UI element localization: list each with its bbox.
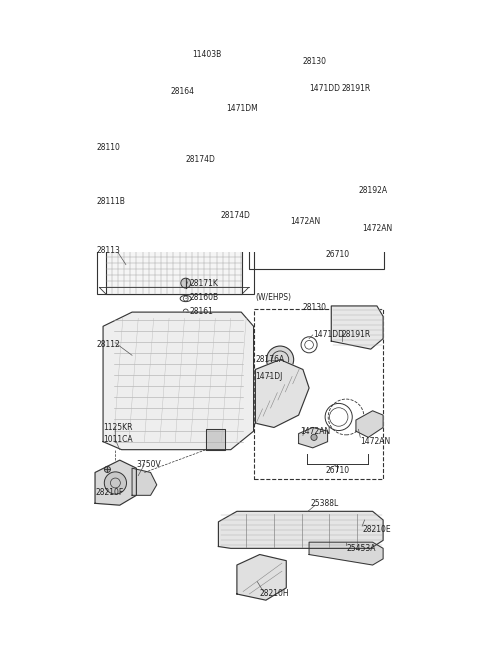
Polygon shape	[120, 115, 237, 201]
Polygon shape	[354, 172, 383, 201]
Text: 25453A: 25453A	[346, 544, 375, 553]
Text: 28110: 28110	[97, 143, 121, 152]
Circle shape	[201, 134, 208, 142]
Text: 28210E: 28210E	[362, 526, 391, 534]
Text: (W/EHPS): (W/EHPS)	[255, 293, 291, 303]
Ellipse shape	[175, 68, 203, 81]
Ellipse shape	[175, 95, 203, 109]
Polygon shape	[331, 306, 383, 349]
Text: 1472AN: 1472AN	[290, 217, 321, 226]
Polygon shape	[356, 411, 383, 438]
Text: 1472AN: 1472AN	[360, 437, 391, 446]
Polygon shape	[249, 127, 311, 220]
Text: 28174D: 28174D	[186, 156, 216, 164]
Circle shape	[311, 434, 317, 440]
Bar	[223, 93, 251, 124]
Text: 1471DD: 1471DD	[309, 83, 340, 93]
Text: 1472AN: 1472AN	[300, 427, 331, 436]
Text: 28160B: 28160B	[190, 293, 218, 303]
Polygon shape	[309, 542, 383, 565]
Text: 28192A: 28192A	[359, 186, 387, 195]
Text: 28113: 28113	[97, 246, 121, 255]
Text: 1471DD: 1471DD	[313, 330, 344, 340]
Bar	[172, 75, 206, 103]
Circle shape	[181, 278, 191, 288]
Circle shape	[312, 209, 318, 214]
Text: 1471DJ: 1471DJ	[255, 373, 283, 381]
Text: 28161: 28161	[190, 307, 213, 316]
Circle shape	[266, 346, 294, 373]
Polygon shape	[218, 511, 383, 548]
Text: 28171K: 28171K	[190, 279, 218, 287]
Polygon shape	[322, 84, 379, 133]
Ellipse shape	[157, 139, 202, 181]
Text: 26710: 26710	[325, 250, 349, 260]
Text: 28210H: 28210H	[260, 589, 289, 598]
Circle shape	[260, 366, 279, 385]
Circle shape	[201, 65, 208, 72]
Polygon shape	[95, 460, 136, 505]
Polygon shape	[103, 312, 253, 449]
Bar	[97, 136, 254, 294]
Ellipse shape	[228, 150, 246, 175]
Polygon shape	[132, 468, 157, 495]
Text: 28130: 28130	[303, 303, 327, 312]
Text: 1011CA: 1011CA	[103, 436, 132, 444]
Text: 1125KR: 1125KR	[103, 423, 132, 432]
Polygon shape	[255, 359, 309, 428]
Circle shape	[183, 296, 188, 301]
Text: 3750V: 3750V	[136, 460, 161, 469]
Polygon shape	[299, 428, 327, 448]
Bar	[106, 206, 242, 294]
Text: 28111B: 28111B	[97, 197, 126, 206]
Circle shape	[104, 472, 127, 494]
Text: 28176A: 28176A	[255, 355, 285, 364]
Circle shape	[210, 156, 218, 164]
Text: 28191R: 28191R	[342, 330, 371, 340]
Bar	[249, 84, 384, 269]
Bar	[253, 309, 383, 479]
Text: 28174D: 28174D	[220, 211, 250, 220]
Text: 26710: 26710	[325, 466, 349, 475]
Text: 28210F: 28210F	[95, 489, 123, 497]
Text: 1471DM: 1471DM	[227, 104, 258, 113]
Text: 28112: 28112	[97, 340, 120, 350]
Text: 28191R: 28191R	[342, 83, 371, 93]
Text: 28164: 28164	[171, 87, 195, 97]
Text: 25388L: 25388L	[311, 499, 339, 508]
Circle shape	[104, 466, 110, 473]
Text: 1472AN: 1472AN	[362, 224, 392, 233]
Text: 11403B: 11403B	[192, 50, 221, 60]
Polygon shape	[294, 195, 329, 220]
Text: 28130: 28130	[303, 56, 327, 66]
Polygon shape	[206, 430, 225, 449]
Polygon shape	[237, 555, 286, 600]
